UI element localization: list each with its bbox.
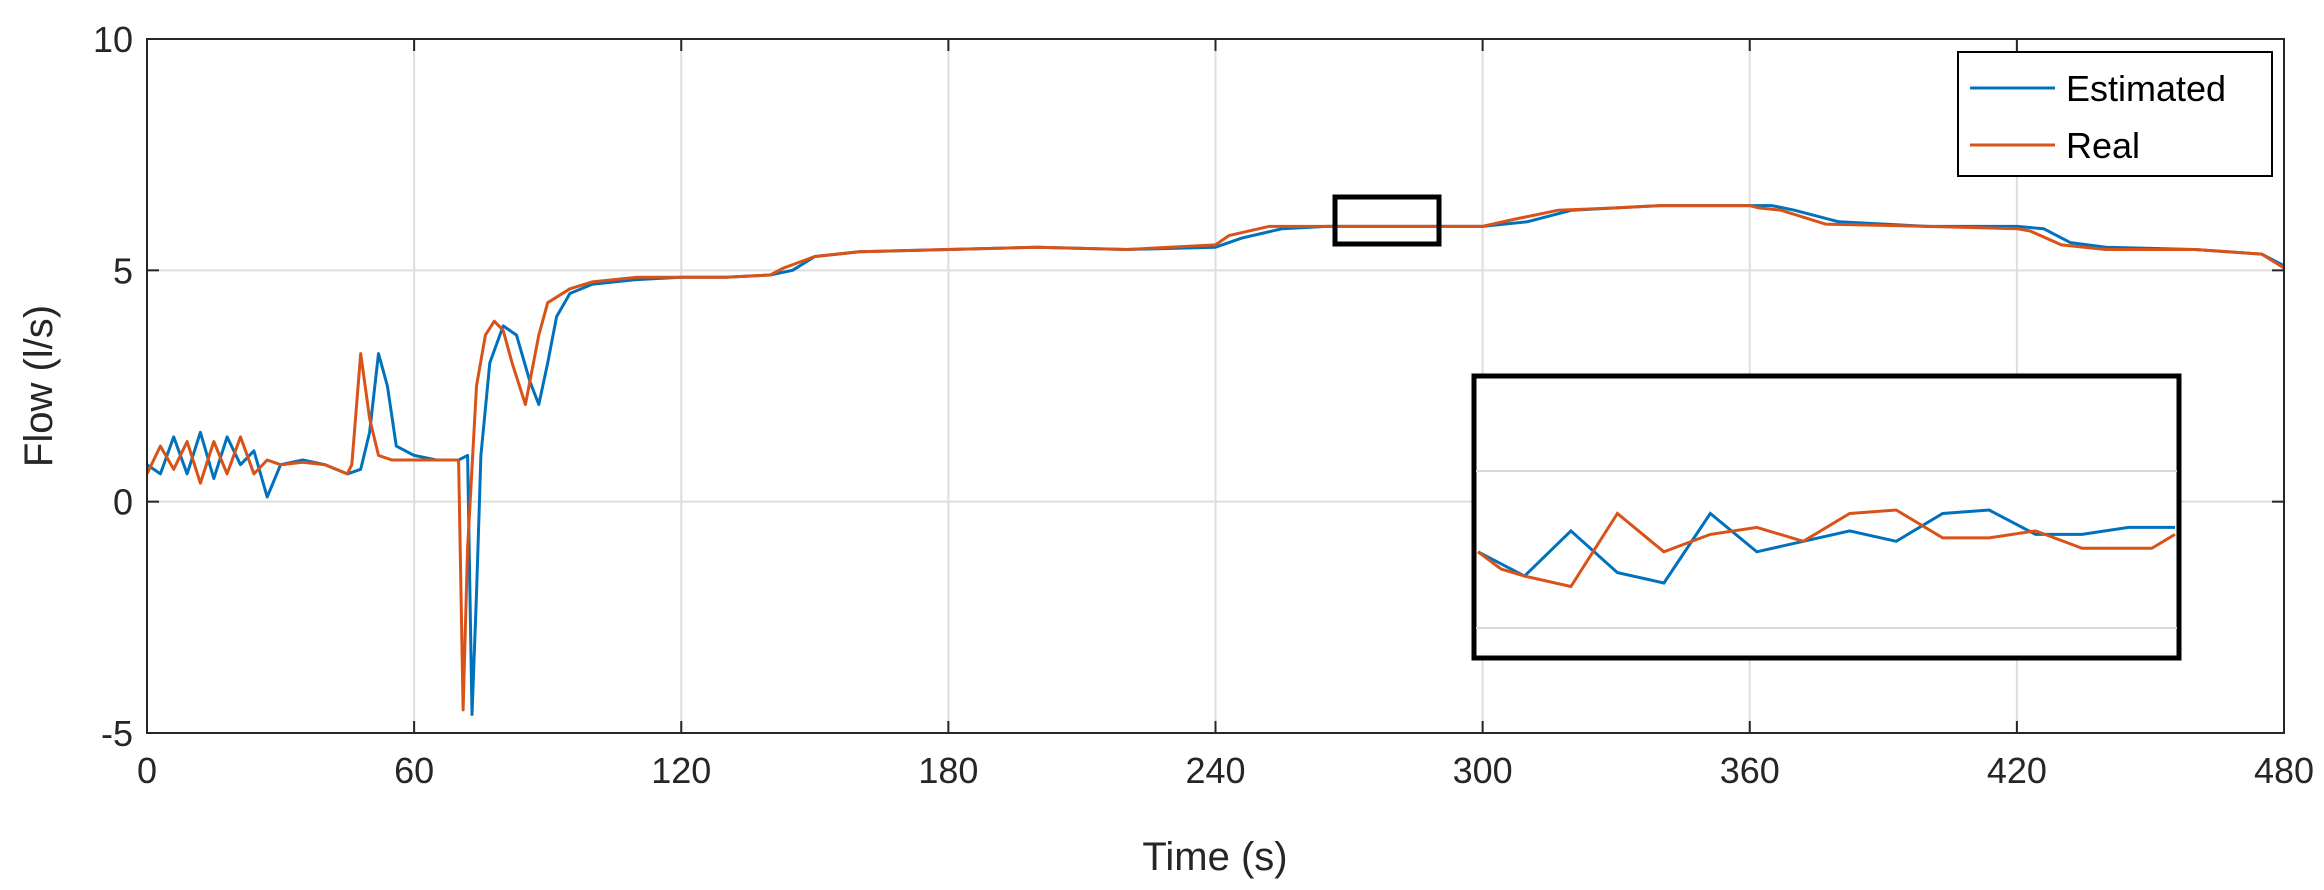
- legend-box: [1957, 51, 2273, 177]
- x-tick-label: 480: [2254, 750, 2314, 791]
- legend-label-real: Real: [2066, 125, 2140, 166]
- series-lines: [145, 204, 2285, 716]
- inset-background: [1471, 373, 2182, 661]
- zoom-source-box: [1332, 194, 1442, 247]
- x-tick-label: 240: [1185, 750, 1245, 791]
- y-tick-label: -5: [101, 713, 133, 754]
- x-tick-label: 300: [1453, 750, 1513, 791]
- legend: Estimated Real: [1957, 51, 2273, 177]
- zoom-inset: [1471, 373, 2182, 661]
- x-tick-label: 360: [1720, 750, 1780, 791]
- y-tick-label: 5: [113, 250, 133, 291]
- y-tick-label: 0: [113, 482, 133, 523]
- legend-label-estimated: Estimated: [2066, 68, 2226, 109]
- y-axis-label: Flow (l/s): [17, 305, 61, 467]
- inset-series-lines: [1477, 508, 2176, 589]
- series-line-real: [145, 204, 2285, 712]
- x-tick-label: 420: [1987, 750, 2047, 791]
- x-axis-label: Time (s): [1142, 835, 1287, 879]
- x-tick-label: 120: [651, 750, 711, 791]
- x-tick-label: 60: [394, 750, 434, 791]
- x-tick-label: 0: [137, 750, 157, 791]
- x-tick-label: 180: [918, 750, 978, 791]
- inset-series-line-real: [1477, 508, 2176, 589]
- y-tick-label: 10: [93, 19, 133, 60]
